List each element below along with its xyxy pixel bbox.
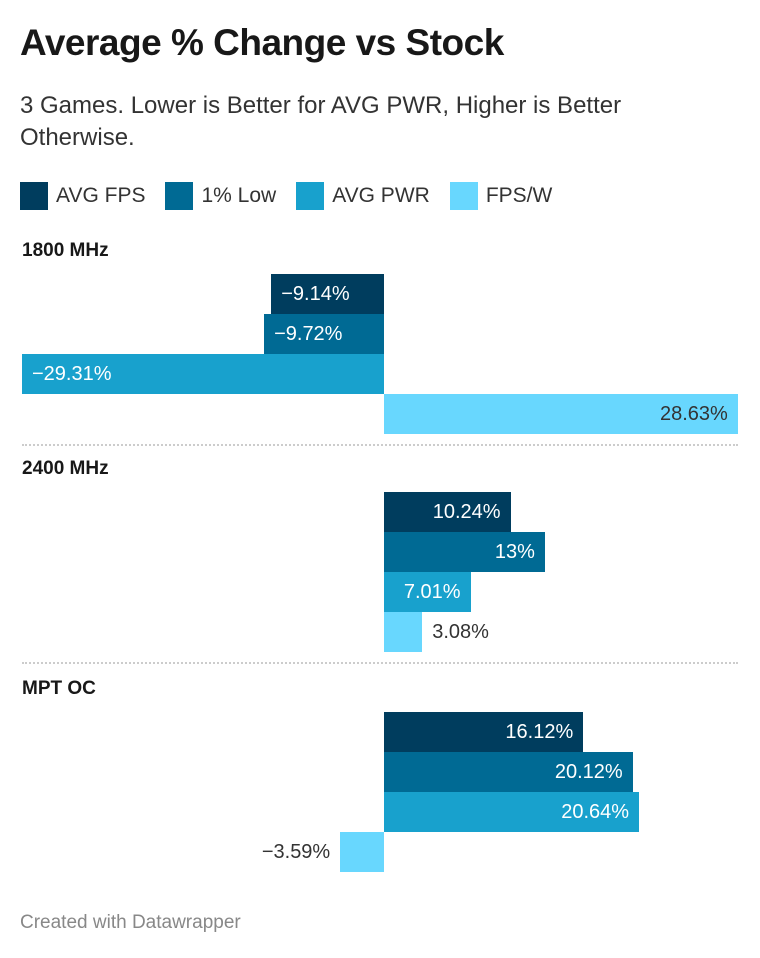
bar: [384, 792, 640, 832]
data-label: 28.63%: [660, 403, 728, 425]
legend-swatch: [296, 182, 325, 210]
legend-swatch: [165, 182, 194, 210]
data-label: −29.31%: [32, 363, 112, 385]
group-label: 2400 MHz: [22, 458, 109, 479]
chart-subtitle: 3 Games. Lower is Better for AVG PWR, Hi…: [20, 92, 622, 151]
legend: AVG FPS 1% Low AVG PWR FPS/W: [20, 182, 572, 210]
bar: [384, 712, 584, 752]
bar: [384, 752, 633, 792]
legend-item: 1% Low: [165, 182, 276, 210]
chart-title: Average % Change vs Stock: [20, 22, 504, 63]
bar: [384, 572, 471, 612]
data-label: −9.72%: [274, 323, 343, 345]
bar: [384, 394, 738, 434]
bar: [271, 274, 385, 314]
data-label: 3.08%: [432, 621, 489, 643]
data-label: −3.59%: [261, 841, 331, 863]
group-label: 1800 MHz: [22, 240, 109, 261]
legend-item: AVG FPS: [20, 182, 145, 210]
data-label: 13%: [494, 541, 535, 563]
data-label: 20.64%: [561, 801, 630, 823]
data-label: −9.14%: [281, 283, 350, 305]
legend-label: AVG PWR: [332, 184, 430, 207]
group-label: MPT OC: [22, 678, 96, 699]
data-label: 20.12%: [554, 761, 623, 783]
bar: [339, 832, 385, 872]
data-label: 16.12%: [505, 721, 574, 743]
bar: [384, 492, 511, 532]
bar: [384, 532, 545, 572]
bar: [384, 612, 423, 652]
legend-swatch: [20, 182, 48, 210]
bar: [22, 354, 385, 394]
data-label: 10.24%: [432, 501, 501, 523]
data-label: 7.01%: [403, 581, 461, 603]
legend-item: AVG PWR: [296, 182, 430, 210]
group-separator: [22, 444, 738, 446]
legend-swatch: [449, 182, 478, 210]
footer-credit: Created with Datawrapper: [20, 912, 241, 933]
legend-label: AVG FPS: [56, 184, 146, 207]
legend-label: 1% Low: [201, 184, 277, 207]
bar: [264, 314, 385, 354]
group-separator: [22, 662, 738, 664]
legend-label: FPS/W: [485, 184, 553, 207]
legend-item: FPS/W: [449, 182, 553, 210]
